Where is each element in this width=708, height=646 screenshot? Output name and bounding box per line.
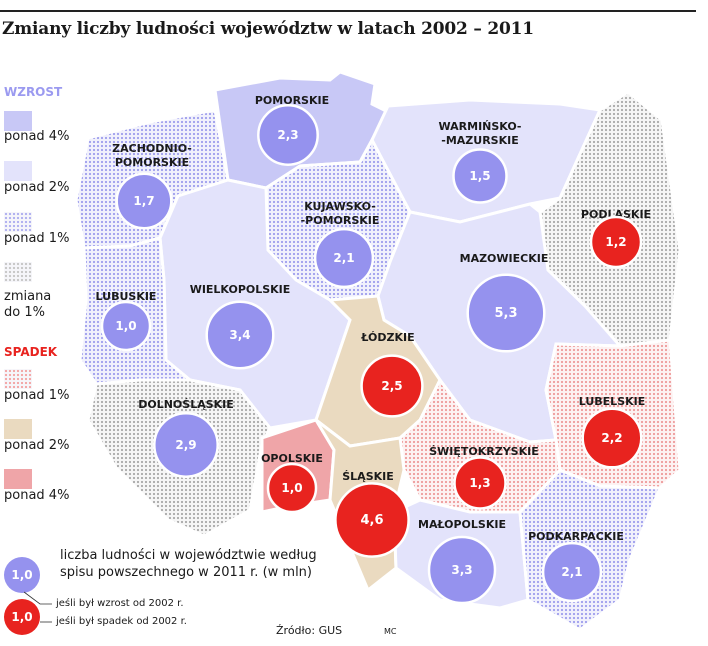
legend-label-increase-1: ponad 1% [4,231,70,246]
legend-label-decrease-4: ponad 4% [4,488,70,503]
population-value-dolnoslaskie: 2,9 [175,438,196,452]
region-label-slaskie: ŚLĄSKIE [342,470,394,483]
region-label-zachodniopomorskie: POMORSKIE [115,156,189,169]
legend-swatch-increase-2 [4,161,32,181]
region-label-pomorskie: POMORSKIE [255,94,329,107]
legend-label-decrease-2: ponad 2% [4,438,70,453]
population-value-pomorskie: 2,3 [277,128,298,142]
population-value-lubelskie: 2,2 [601,431,622,445]
legend-increase-heading: WZROST [4,85,63,99]
key-description: liczba ludności w województwie według sp… [60,547,360,581]
key-note-decrease: jeśli był spadek od 2002 r. [56,616,187,627]
region-label-lodzkie: ŁÓDZKIE [360,331,414,344]
population-circle-podlaskie [589,215,643,269]
legend-label-increase-2: ponad 2% [4,180,70,195]
population-value-zachodniopomorskie: 1,7 [133,194,154,208]
legend-label-increase-4: ponad 4% [4,129,70,144]
region-label-lubelskie: LUBELSKIE [579,395,646,408]
population-value-kujawsko-pomorskie: 2,1 [333,251,354,265]
population-circle-malopolskie [427,535,497,605]
key-circle-increase: 1,0 [4,557,40,593]
key-circle-decrease: 1,0 [4,599,40,635]
map-title: Zmiany liczby ludności województw w lata… [2,19,534,39]
population-circle-kujawsko-pomorskie [313,227,375,289]
region-label-malopolskie: MAŁOPOLSKIE [418,518,506,531]
population-circle-dolnoslaskie [153,412,219,478]
population-circle-swietokrzyskie [453,456,507,510]
population-circle-warminsko-mazurskie [452,148,508,204]
region-label-lubuskie: LUBUSKIE [96,290,157,303]
region-label-zachodniopomorskie: ZACHODNIO- [112,142,192,155]
population-circle-lodzkie [360,354,424,418]
legend-swatch-increase-1 [4,212,32,232]
legend-swatch-decrease-2 [4,419,32,439]
population-circle-mazowieckie [466,273,546,353]
legend-decrease-heading: SPADEK [4,345,58,359]
legend-swatch-increase-4 [4,111,32,131]
population-circle-lubuskie [100,300,152,352]
population-value-opolskie: 1,0 [281,481,302,495]
source-note: Źródło: GUS [276,624,343,637]
key-note-increase: jeśli był wzrost od 2002 r. [56,598,184,609]
population-circle-lubelskie [581,407,643,469]
population-value-podkarpackie: 2,1 [561,565,582,579]
population-value-malopolskie: 3,3 [451,563,472,577]
region-label-kujawsko-pomorskie: -POMORSKIE [301,214,380,227]
population-value-warminsko-mazurskie: 1,5 [469,169,490,183]
region-label-warminsko-mazurskie: -MAZURSKIE [441,134,518,147]
population-value-lubuskie: 1,0 [115,319,136,333]
region-label-kujawsko-pomorskie: KUJAWSKO- [304,200,376,213]
region-label-dolnoslaskie: DOLNOŚLĄSKIE [138,398,234,411]
population-value-swietokrzyskie: 1,3 [469,476,490,490]
key-description-line1: liczba ludności w województwie według [60,548,317,563]
population-value-slaskie: 4,6 [360,513,383,528]
population-circle-pomorskie [257,104,319,166]
population-circle-podkarpackie [541,541,603,603]
region-label-podkarpackie: PODKARPACKIE [528,530,624,543]
region-label-swietokrzyskie: ŚWIĘTOKRZYSKIE [429,445,539,458]
region-label-warminsko-mazurskie: WARMIŃSKO- [439,120,522,133]
key-description-line2: spisu powszechnego w 2011 r. (w mln) [60,565,312,580]
region-label-podlaskie: PODLASKIE [581,208,651,221]
population-circle-zachodniopomorskie [115,172,173,230]
region-label-wielkopolskie: WIELKOPOLSKIE [190,283,291,296]
legend-label-neutral-2: do 1% [4,305,45,320]
legend-swatch-decrease-4 [4,469,32,489]
population-circle-slaskie [334,482,410,558]
legend-label-neutral-1: zmiana [4,289,52,304]
population-circle-opolskie [266,462,318,514]
legend-swatch-neutral [4,262,32,282]
legend-swatch-decrease-1 [4,369,32,389]
population-value-lodzkie: 2,5 [381,379,402,393]
top-rule [0,10,696,12]
region-label-mazowieckie: MAZOWIECKIE [460,252,549,265]
population-value-mazowieckie: 5,3 [494,306,517,321]
population-value-podlaskie: 1,2 [605,235,626,249]
population-value-wielkopolskie: 3,4 [229,328,250,342]
author-initials: MC [384,627,397,636]
population-circle-wielkopolskie [205,300,275,370]
legend-label-decrease-1: ponad 1% [4,388,70,403]
region-label-opolskie: OPOLSKIE [261,452,323,465]
